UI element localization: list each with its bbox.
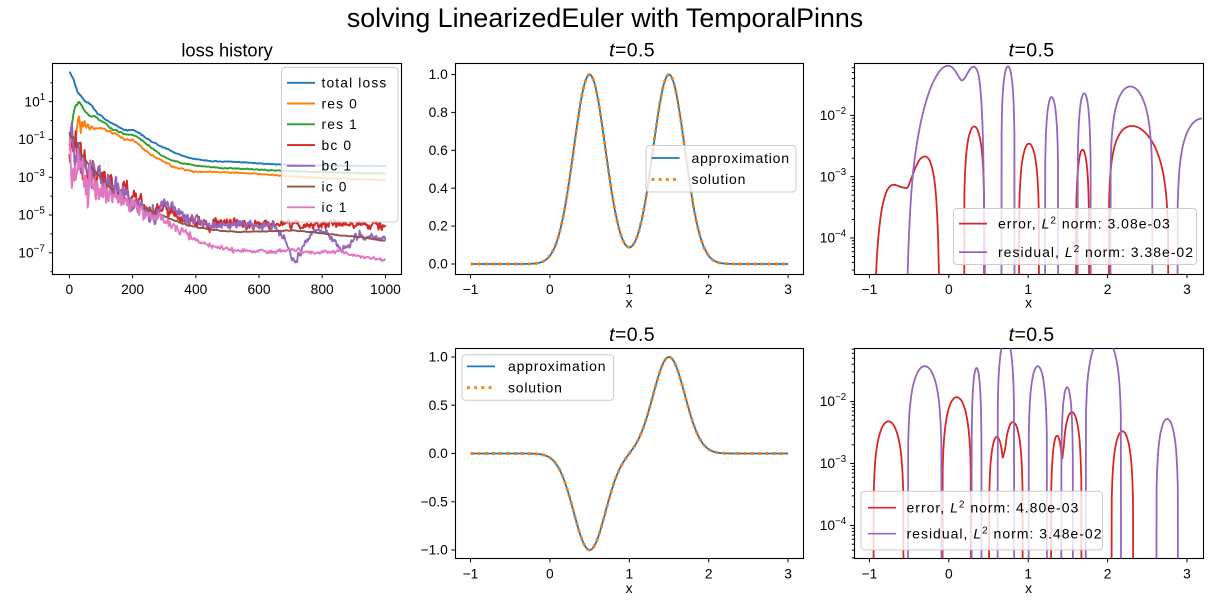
svg-text:res 0: res 0 <box>322 96 358 111</box>
svg-text:−1: −1 <box>463 566 479 581</box>
svg-text:0: 0 <box>546 282 554 297</box>
svg-text:−0.5: −0.5 <box>421 494 449 509</box>
svg-text:0: 0 <box>546 566 554 581</box>
svg-text:t=0.5: t=0.5 <box>609 324 655 346</box>
svg-text:t=0.5: t=0.5 <box>1009 324 1055 346</box>
svg-text:10: 10 <box>820 231 836 246</box>
svg-text:x: x <box>626 581 633 596</box>
svg-text:0.8: 0.8 <box>429 105 449 120</box>
svg-text:1: 1 <box>40 92 45 103</box>
svg-text:−1.0: −1.0 <box>421 543 449 558</box>
svg-text:1: 1 <box>625 282 633 297</box>
svg-text:10: 10 <box>18 170 34 185</box>
svg-text:−2: −2 <box>835 106 846 117</box>
svg-text:0.0: 0.0 <box>429 257 449 272</box>
svg-text:−3: −3 <box>835 167 846 178</box>
svg-text:0: 0 <box>945 282 953 297</box>
svg-text:error, L2 norm: 4.80e-03: error, L2 norm: 4.80e-03 <box>907 499 1080 515</box>
svg-text:3: 3 <box>1183 282 1191 297</box>
svg-text:0: 0 <box>66 282 74 297</box>
svg-text:t=0.5: t=0.5 <box>1009 40 1055 62</box>
svg-text:error, L2 norm: 3.08e-03: error, L2 norm: 3.08e-03 <box>998 215 1171 231</box>
svg-text:1000: 1000 <box>370 282 401 297</box>
svg-text:3: 3 <box>1183 566 1191 581</box>
svg-text:residual, L2 norm: 3.38e-02: residual, L2 norm: 3.38e-02 <box>998 244 1194 260</box>
svg-text:approximation: approximation <box>508 358 606 374</box>
svg-text:0.5: 0.5 <box>429 398 449 413</box>
svg-text:1: 1 <box>625 566 633 581</box>
svg-text:−3: −3 <box>34 168 45 179</box>
svg-text:ic 1: ic 1 <box>322 200 348 215</box>
svg-text:2: 2 <box>705 566 713 581</box>
svg-text:solution: solution <box>508 379 563 395</box>
svg-text:−4: −4 <box>835 229 847 240</box>
svg-text:approximation: approximation <box>692 150 790 166</box>
svg-text:800: 800 <box>311 282 334 297</box>
svg-text:−4: −4 <box>835 516 847 527</box>
svg-text:10: 10 <box>820 456 836 471</box>
svg-text:400: 400 <box>184 282 207 297</box>
svg-text:−2: −2 <box>835 392 846 403</box>
svg-text:1: 1 <box>1024 566 1032 581</box>
svg-text:10: 10 <box>18 245 34 260</box>
svg-text:bc 1: bc 1 <box>322 159 353 174</box>
svg-text:solution: solution <box>692 171 747 187</box>
svg-text:10: 10 <box>820 518 836 533</box>
svg-text:x: x <box>626 296 633 311</box>
svg-text:1.0: 1.0 <box>429 350 449 365</box>
svg-text:−1: −1 <box>34 130 45 141</box>
svg-text:residual, L2 norm: 3.48e-02: residual, L2 norm: 3.48e-02 <box>907 525 1103 541</box>
svg-text:−5: −5 <box>34 206 45 217</box>
svg-text:2: 2 <box>1104 566 1112 581</box>
svg-text:−1: −1 <box>862 282 878 297</box>
svg-text:1.0: 1.0 <box>429 67 449 82</box>
svg-text:x: x <box>1025 296 1032 311</box>
svg-text:2: 2 <box>1104 282 1112 297</box>
svg-text:2: 2 <box>705 282 713 297</box>
svg-text:1: 1 <box>1024 282 1032 297</box>
svg-text:solving LinearizedEuler with T: solving LinearizedEuler with TemporalPin… <box>347 3 863 33</box>
svg-text:0.2: 0.2 <box>429 219 448 234</box>
svg-text:total loss: total loss <box>322 76 388 91</box>
svg-text:0.4: 0.4 <box>429 181 449 196</box>
svg-text:t=0.5: t=0.5 <box>609 40 655 62</box>
svg-text:−1: −1 <box>862 566 878 581</box>
svg-text:0: 0 <box>945 566 953 581</box>
svg-text:10: 10 <box>24 94 40 109</box>
svg-text:0.0: 0.0 <box>429 446 449 461</box>
svg-text:0.6: 0.6 <box>429 143 449 158</box>
svg-text:bc 0: bc 0 <box>322 138 353 153</box>
svg-text:10: 10 <box>820 394 836 409</box>
svg-text:−1: −1 <box>463 282 479 297</box>
svg-text:10: 10 <box>820 169 836 184</box>
svg-text:loss history: loss history <box>181 40 273 61</box>
svg-text:x: x <box>1025 581 1032 596</box>
svg-text:10: 10 <box>820 108 836 123</box>
svg-text:3: 3 <box>784 566 792 581</box>
svg-text:−7: −7 <box>34 243 45 254</box>
svg-text:3: 3 <box>784 282 792 297</box>
svg-text:10: 10 <box>18 132 34 147</box>
svg-text:200: 200 <box>121 282 144 297</box>
svg-text:ic 0: ic 0 <box>322 179 348 194</box>
svg-text:600: 600 <box>247 282 270 297</box>
svg-text:10: 10 <box>18 208 34 223</box>
svg-text:−3: −3 <box>835 454 846 465</box>
svg-text:res 1: res 1 <box>322 117 358 132</box>
